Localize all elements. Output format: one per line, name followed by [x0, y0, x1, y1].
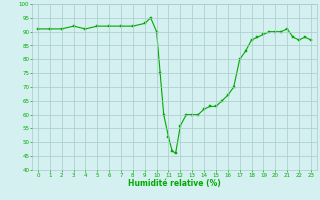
X-axis label: Humidité relative (%): Humidité relative (%) — [128, 179, 221, 188]
